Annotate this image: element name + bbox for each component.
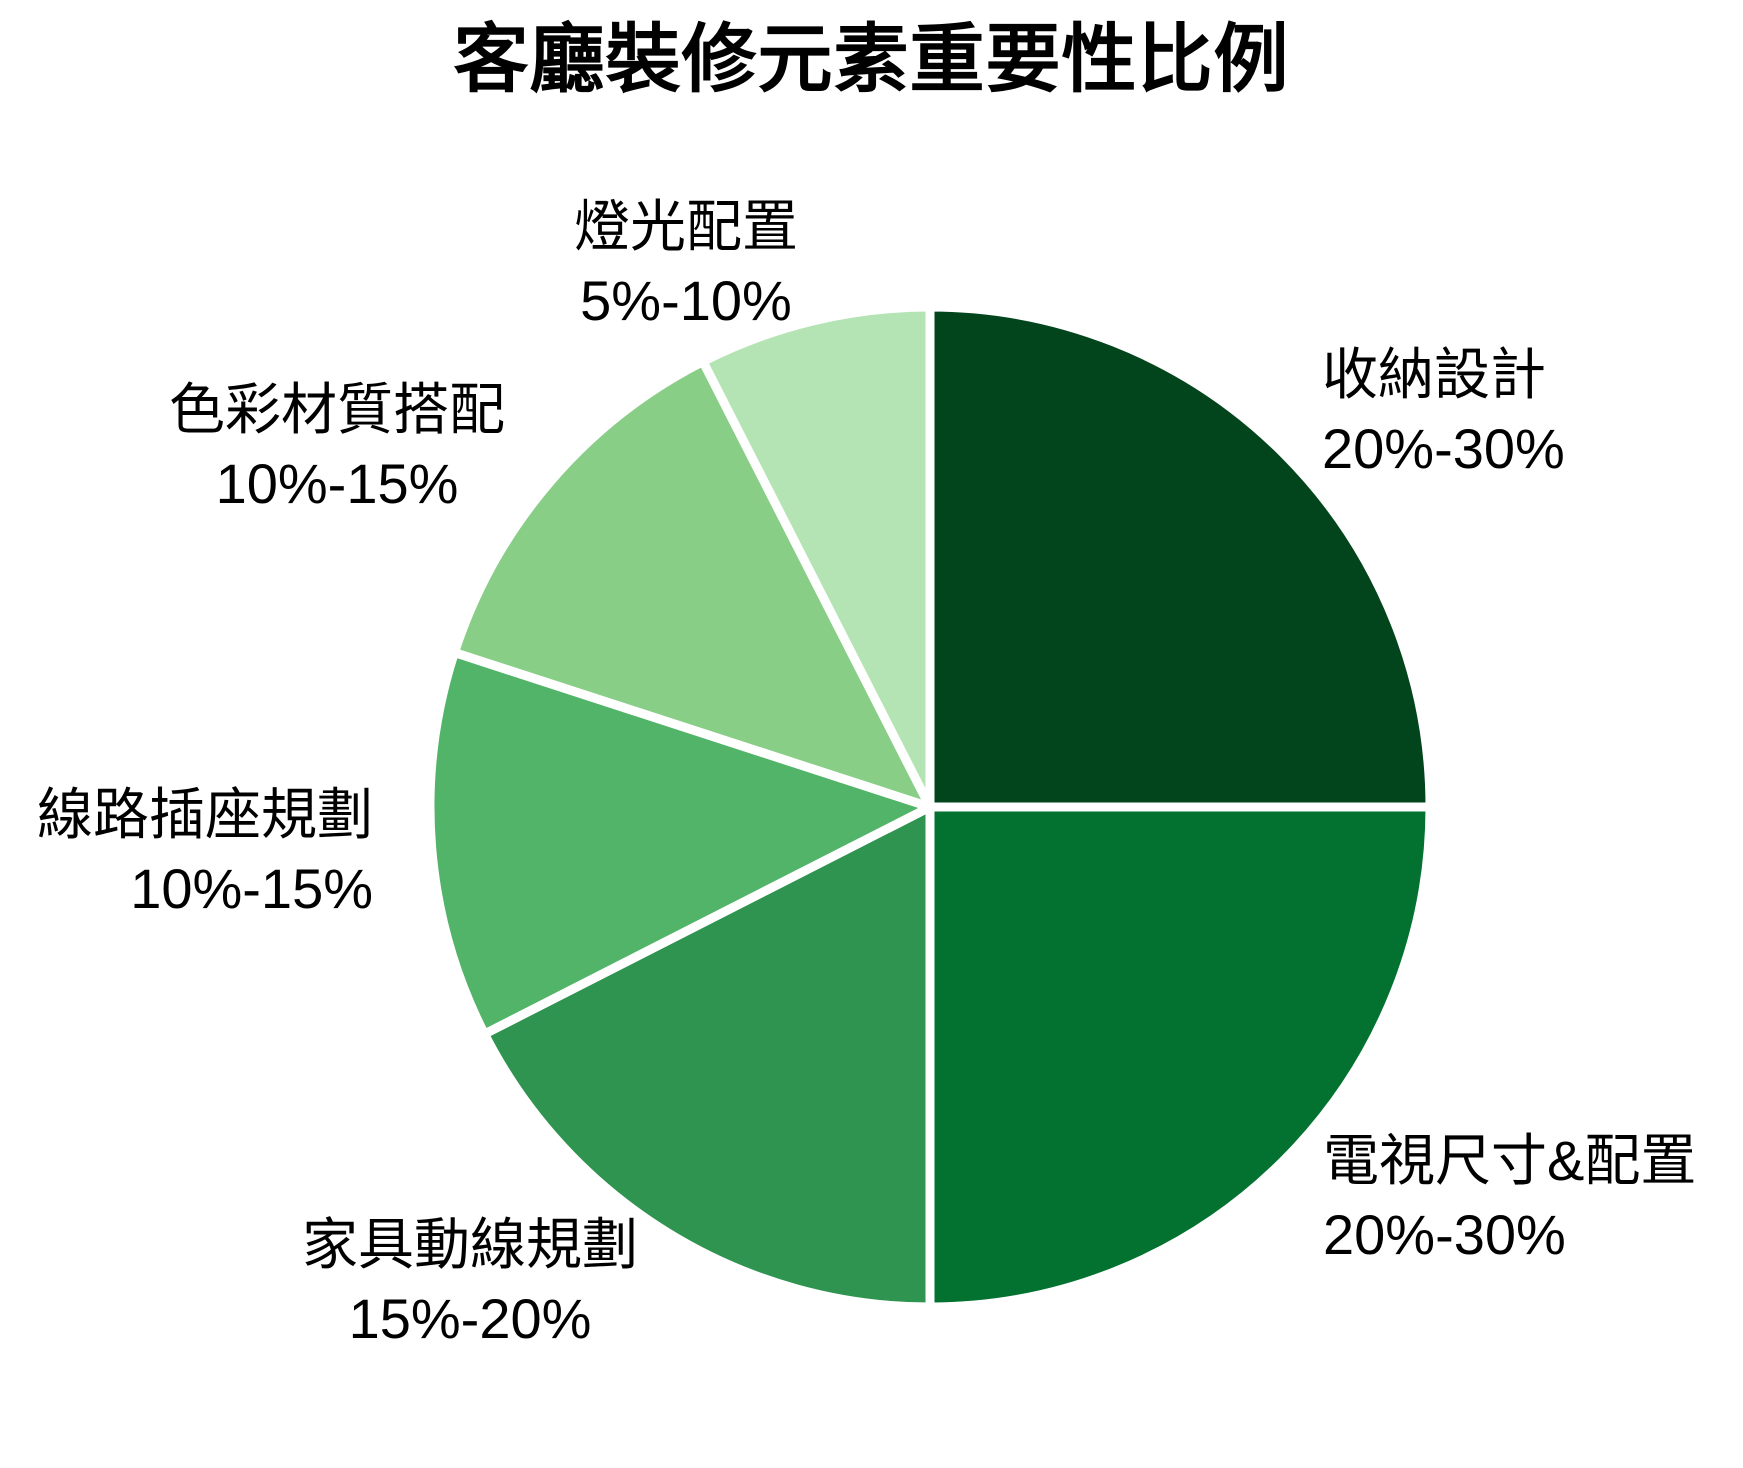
chart-title: 客廳裝修元素重要性比例 (453, 17, 1290, 101)
slice-label-color-material: 色彩材質搭配 10%-15% (137, 373, 537, 521)
slice-range: 20%-30% (1322, 416, 1565, 480)
slice-range: 20%-30% (1323, 1202, 1566, 1266)
pie-slice-3 (425, 647, 935, 1039)
slice-name: 收納設計 (1322, 343, 1546, 406)
pie-slice-0 (925, 302, 1435, 812)
pie-slice-1 (925, 802, 1435, 1312)
slice-name: 燈光配置 (574, 195, 798, 258)
slice-name: 家具動線規劃 (302, 1213, 638, 1276)
slice-range: 5%-10% (580, 268, 792, 332)
slice-label-wiring-outlets: 線路插座規劃 10%-15% (15, 778, 373, 926)
slice-name: 線路插座規劃 (37, 783, 373, 846)
slice-label-tv-size-layout: 電視尺寸&配置 20%-30% (1323, 1124, 1743, 1272)
slice-range: 10%-15% (215, 451, 459, 515)
slice-name: 電視尺寸&配置 (1323, 1129, 1697, 1192)
slice-label-storage-design: 收納設計 20%-30% (1322, 338, 1742, 486)
slice-range: 10%-15% (130, 856, 373, 920)
pie-slice-5 (698, 302, 935, 812)
slice-label-lighting: 燈光配置 5%-10% (486, 190, 886, 338)
slice-label-furniture-flow: 家具動線規劃 15%-20% (270, 1208, 670, 1356)
slice-name: 色彩材質搭配 (169, 378, 505, 441)
pie-slice-2 (480, 802, 935, 1312)
slice-range: 15%-20% (348, 1286, 592, 1350)
pie-slice-4 (449, 357, 935, 812)
